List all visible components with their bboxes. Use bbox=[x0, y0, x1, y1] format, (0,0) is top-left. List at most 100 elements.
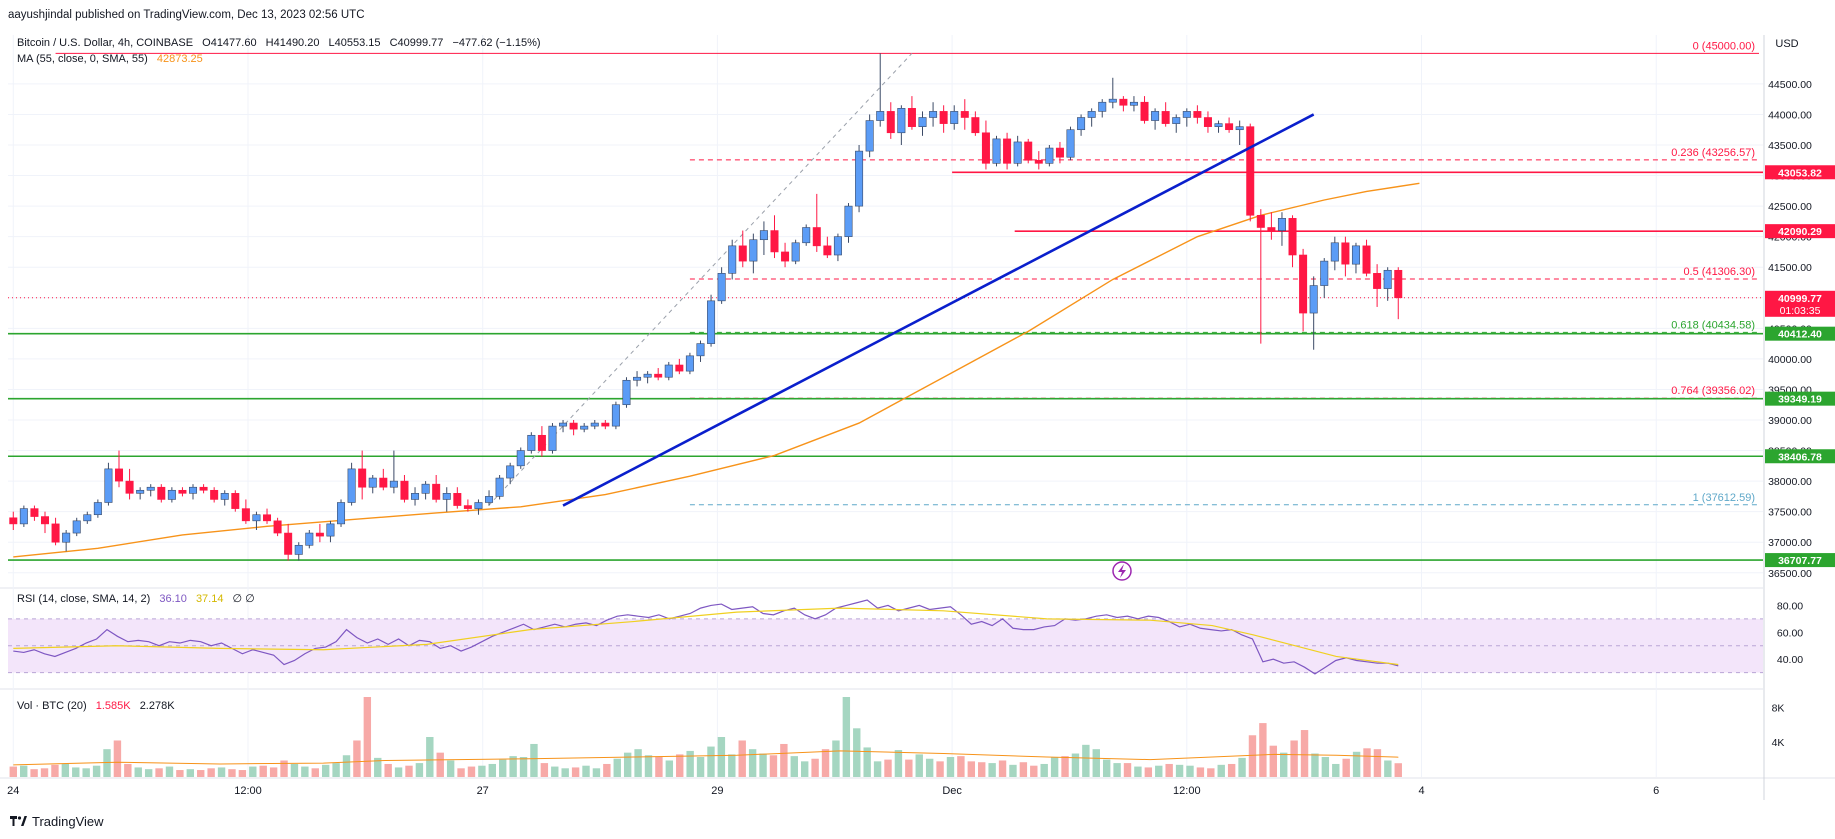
candle[interactable] bbox=[379, 468, 388, 491]
level-price-box[interactable]: 36707.77 bbox=[1765, 553, 1835, 568]
candle[interactable] bbox=[1277, 212, 1286, 246]
candle[interactable] bbox=[1373, 264, 1382, 307]
candle[interactable] bbox=[495, 475, 504, 500]
candle[interactable] bbox=[241, 499, 250, 524]
candle[interactable] bbox=[981, 120, 990, 170]
level-price-box[interactable]: 39349.19 bbox=[1765, 391, 1835, 406]
candle[interactable] bbox=[865, 114, 874, 158]
candle[interactable] bbox=[590, 420, 599, 430]
candle[interactable] bbox=[389, 450, 398, 494]
candle[interactable] bbox=[728, 239, 737, 280]
candle[interactable] bbox=[1351, 242, 1360, 274]
candle[interactable] bbox=[1299, 248, 1308, 332]
candle[interactable] bbox=[633, 371, 642, 387]
candle[interactable] bbox=[622, 377, 631, 408]
candle[interactable] bbox=[992, 135, 1001, 167]
lightning-icon[interactable] bbox=[1112, 561, 1132, 581]
candle[interactable] bbox=[1129, 96, 1138, 112]
candle[interactable] bbox=[210, 487, 219, 503]
axes[interactable]: 36500.0037000.0037500.0038000.0038500.00… bbox=[7, 79, 1835, 797]
candle[interactable] bbox=[1320, 258, 1329, 298]
candle[interactable] bbox=[664, 361, 673, 381]
level-price-box[interactable]: 38406.78 bbox=[1765, 449, 1835, 464]
candle[interactable] bbox=[1066, 126, 1075, 161]
candle[interactable] bbox=[62, 530, 71, 552]
candle[interactable] bbox=[1214, 120, 1223, 133]
candle[interactable] bbox=[1172, 114, 1181, 133]
candle[interactable] bbox=[812, 193, 821, 252]
candle[interactable] bbox=[1024, 138, 1033, 164]
candle[interactable] bbox=[421, 481, 430, 500]
candle[interactable] bbox=[125, 468, 134, 500]
candle[interactable] bbox=[1235, 120, 1244, 145]
level-price-box[interactable]: 40412.40 bbox=[1765, 326, 1835, 341]
candle[interactable] bbox=[432, 475, 441, 503]
candle[interactable] bbox=[537, 426, 546, 457]
candle[interactable] bbox=[1203, 111, 1212, 133]
candle[interactable] bbox=[157, 484, 166, 503]
candle[interactable] bbox=[115, 450, 124, 488]
candle[interactable] bbox=[400, 475, 409, 503]
candle[interactable] bbox=[781, 242, 790, 268]
candle[interactable] bbox=[1161, 102, 1170, 127]
candle[interactable] bbox=[823, 236, 832, 259]
candle[interactable] bbox=[1098, 99, 1107, 118]
candle[interactable] bbox=[1225, 117, 1234, 133]
candle[interactable] bbox=[1119, 96, 1128, 112]
candle[interactable] bbox=[1246, 123, 1255, 222]
candle[interactable] bbox=[19, 505, 28, 527]
candle[interactable] bbox=[368, 475, 377, 494]
candle[interactable] bbox=[1309, 276, 1318, 350]
candle[interactable] bbox=[83, 511, 92, 524]
candle[interactable] bbox=[1108, 77, 1117, 109]
candle[interactable] bbox=[971, 111, 980, 136]
candle[interactable] bbox=[1077, 114, 1086, 136]
candle[interactable] bbox=[759, 221, 768, 255]
candle[interactable] bbox=[305, 530, 314, 549]
candle[interactable] bbox=[569, 420, 578, 436]
candle[interactable] bbox=[907, 96, 916, 130]
candle[interactable] bbox=[9, 511, 18, 530]
candle[interactable] bbox=[273, 517, 282, 537]
candle[interactable] bbox=[358, 450, 367, 500]
candle[interactable] bbox=[1055, 141, 1064, 164]
candle[interactable] bbox=[1013, 135, 1022, 167]
candle[interactable] bbox=[442, 487, 451, 512]
candle[interactable] bbox=[453, 487, 462, 509]
candle[interactable] bbox=[315, 523, 324, 543]
candle[interactable] bbox=[136, 487, 145, 500]
candle[interactable] bbox=[1087, 108, 1096, 127]
candle[interactable] bbox=[749, 233, 758, 274]
level-price-box[interactable]: 43053.82 bbox=[1765, 165, 1835, 180]
candle[interactable] bbox=[791, 239, 800, 265]
candle[interactable] bbox=[41, 511, 50, 534]
candle[interactable] bbox=[263, 508, 272, 524]
candle[interactable] bbox=[527, 432, 536, 454]
candle[interactable] bbox=[738, 230, 747, 268]
candle[interactable] bbox=[1045, 145, 1054, 167]
candle[interactable] bbox=[1341, 236, 1350, 277]
candle[interactable] bbox=[929, 102, 938, 127]
candle[interactable] bbox=[717, 267, 726, 304]
candle[interactable] bbox=[1193, 105, 1202, 124]
candle[interactable] bbox=[675, 358, 684, 375]
candle[interactable] bbox=[1140, 96, 1149, 124]
candle[interactable] bbox=[1034, 151, 1043, 170]
volume-pane[interactable] bbox=[9, 697, 1402, 777]
candle[interactable] bbox=[611, 401, 620, 430]
candle[interactable] bbox=[643, 371, 652, 384]
candle[interactable] bbox=[844, 203, 853, 243]
candle[interactable] bbox=[696, 340, 705, 362]
candle[interactable] bbox=[1288, 215, 1297, 268]
level-price-box[interactable]: 42090.29 bbox=[1765, 224, 1835, 239]
candle[interactable] bbox=[802, 224, 811, 246]
candle[interactable] bbox=[463, 499, 472, 512]
candle[interactable] bbox=[506, 462, 515, 485]
candle[interactable] bbox=[1394, 267, 1403, 320]
candle[interactable] bbox=[294, 542, 303, 561]
candle[interactable] bbox=[93, 499, 102, 518]
candle[interactable] bbox=[231, 490, 240, 512]
candle[interactable] bbox=[1182, 108, 1191, 127]
candle[interactable] bbox=[876, 53, 885, 127]
